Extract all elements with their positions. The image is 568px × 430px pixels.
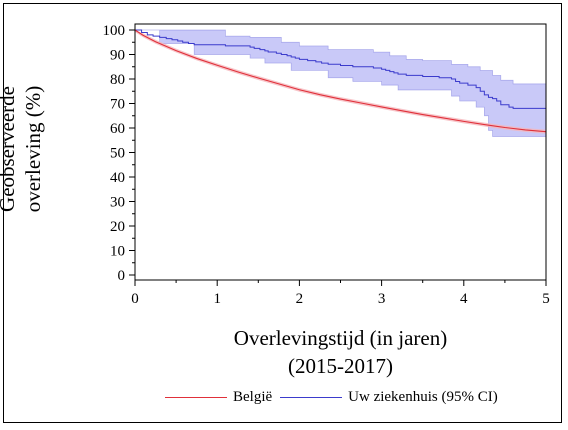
legend-swatch-ziekenhuis	[280, 397, 343, 398]
y-axis-label-line-1: Geobserveerde	[0, 86, 19, 212]
ziekenhuis-survival-line	[135, 29, 546, 109]
x-axis-label-line-1: Overlevingstijd (in jaren)	[233, 326, 448, 350]
y-tick-label-20: 20	[110, 219, 125, 235]
y-tick-label-90: 90	[110, 48, 125, 64]
belgie-survival-line	[134, 29, 547, 133]
x-tick-label-5: 5	[542, 291, 550, 307]
x-tick-label-2: 2	[296, 291, 304, 307]
ziekenhuis-ci-band	[135, 29, 547, 137]
y-tick-label-40: 40	[110, 170, 125, 186]
y-axis-label-line-2: overleving (%)	[21, 85, 45, 213]
y-tick-label-30: 30	[110, 195, 125, 211]
chart-frame	[3, 3, 562, 423]
y-tick-label-10: 10	[110, 244, 125, 260]
legend-label-belgie: België	[233, 389, 273, 405]
x-axis-label-line-2: (2015-2017)	[288, 354, 393, 378]
y-tick-label-100: 100	[103, 23, 126, 39]
legend-label-ziekenhuis: Uw ziekenhuis (95% CI)	[348, 389, 498, 405]
x-tick-label-4: 4	[460, 291, 468, 307]
y-tick-label-50: 50	[110, 146, 125, 162]
legend: België Uw ziekenhuis (95% CI)	[165, 389, 506, 406]
legend-item-ziekenhuis: Uw ziekenhuis (95% CI)	[280, 389, 498, 406]
x-tick-label-0: 0	[131, 291, 139, 307]
y-tick-label-80: 80	[110, 72, 125, 88]
legend-swatch-belgie	[165, 397, 227, 398]
x-tick-label-3: 3	[378, 291, 386, 307]
y-tick-label-60: 60	[110, 121, 125, 137]
y-tick-label-0: 0	[118, 268, 126, 284]
legend-item-belgie: België	[165, 389, 272, 406]
x-tick-label-1: 1	[213, 291, 221, 307]
y-tick-label-70: 70	[110, 97, 125, 113]
